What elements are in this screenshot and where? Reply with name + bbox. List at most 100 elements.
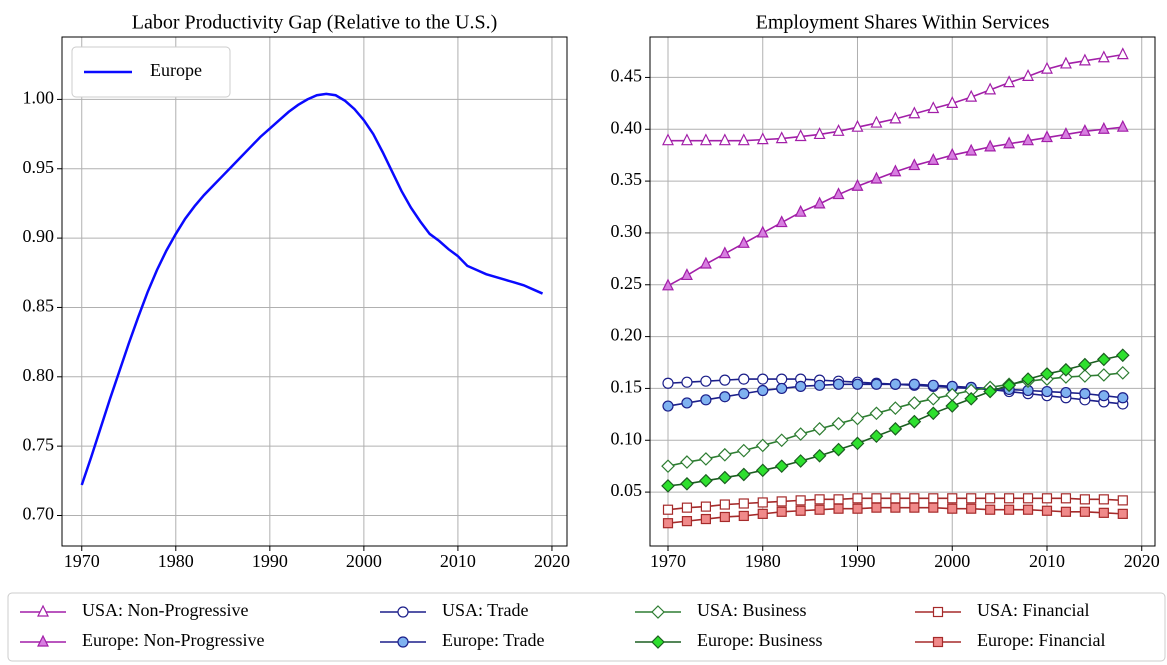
marker (832, 378, 845, 390)
marker (1078, 369, 1092, 383)
marker (736, 443, 751, 458)
x-tick-label: 2020 (1124, 551, 1160, 571)
marker (1078, 357, 1092, 372)
x-tick-label: 1970 (64, 551, 100, 571)
marker (852, 503, 863, 514)
x-tick-label: 1980 (158, 551, 194, 571)
plot-frame (61, 36, 568, 547)
marker (851, 378, 864, 390)
chart-title: Employment Shares Within Services (756, 12, 1050, 34)
marker (889, 378, 901, 390)
marker (1002, 378, 1016, 393)
marker (1003, 504, 1015, 515)
x-tick-label: 2010 (440, 551, 476, 571)
legend-box (7, 592, 1166, 662)
marker (927, 153, 940, 165)
marker (1079, 506, 1090, 517)
marker (1097, 50, 1110, 63)
marker (699, 473, 713, 488)
marker (831, 416, 846, 431)
marker (680, 133, 693, 146)
plot-frame (649, 36, 1156, 547)
marker (1060, 493, 1072, 504)
legend-marker (37, 634, 49, 647)
y-tick-label: 0.45 (611, 66, 643, 86)
marker (1116, 119, 1129, 132)
marker (869, 406, 884, 421)
y-tick-label: 0.05 (611, 480, 643, 500)
marker (755, 463, 770, 478)
marker (738, 510, 749, 522)
marker (851, 119, 864, 132)
marker (718, 246, 731, 259)
marker (718, 470, 732, 485)
marker (737, 133, 750, 146)
marker (983, 384, 997, 399)
marker (1115, 366, 1130, 380)
marker (870, 171, 883, 184)
marker (738, 498, 749, 509)
y-tick-label: 0.20 (611, 325, 643, 345)
marker (1098, 507, 1109, 518)
marker (813, 196, 826, 209)
marker (774, 433, 789, 448)
x-tick-label: 2020 (534, 551, 570, 571)
marker (889, 164, 902, 177)
marker (907, 414, 922, 429)
marker (662, 133, 674, 146)
marker (831, 442, 846, 457)
marker (1079, 494, 1090, 505)
marker (1040, 367, 1054, 381)
marker (1078, 53, 1091, 66)
marker (869, 429, 884, 443)
legend-label: Europe: Trade (442, 630, 545, 650)
marker (661, 479, 675, 493)
series-line (667, 126, 1123, 287)
y-tick-label: 0.95 (23, 157, 55, 177)
marker (812, 422, 827, 436)
marker (795, 495, 806, 506)
marker (850, 436, 865, 451)
marker (700, 513, 712, 525)
marker (1041, 61, 1053, 74)
marker (738, 373, 750, 385)
marker (888, 401, 903, 415)
marker (833, 503, 844, 514)
x-tick-label: 1980 (745, 551, 781, 571)
marker (755, 438, 770, 453)
marker (814, 504, 825, 515)
marker (681, 502, 693, 513)
series-line (668, 53, 1123, 142)
marker (832, 123, 845, 136)
marker (852, 493, 863, 504)
marker (812, 448, 827, 463)
marker (1041, 493, 1053, 504)
y-tick-label: 0.70 (23, 504, 55, 524)
marker (926, 406, 941, 421)
legend-marker (932, 606, 944, 618)
y-tick-label: 0.35 (611, 169, 643, 189)
marker (662, 504, 674, 515)
y-tick-label: 0.15 (611, 377, 643, 397)
marker (775, 215, 788, 228)
marker (871, 493, 882, 504)
marker (1059, 56, 1072, 69)
legend-label: Europe: Business (697, 630, 823, 650)
marker (966, 493, 977, 504)
marker (1116, 47, 1129, 60)
marker (927, 101, 940, 114)
marker (756, 225, 769, 238)
marker (927, 379, 939, 391)
marker (870, 115, 883, 128)
marker (1021, 372, 1035, 386)
legend-marker (397, 636, 409, 648)
marker (719, 374, 731, 386)
x-tick-label: 1990 (252, 551, 288, 571)
legend-label: Europe: Non-Progressive (82, 630, 264, 650)
marker (699, 133, 712, 146)
marker (1117, 495, 1128, 506)
y-tick-label: 0.10 (611, 428, 643, 448)
marker (757, 508, 768, 519)
marker (1022, 504, 1034, 515)
